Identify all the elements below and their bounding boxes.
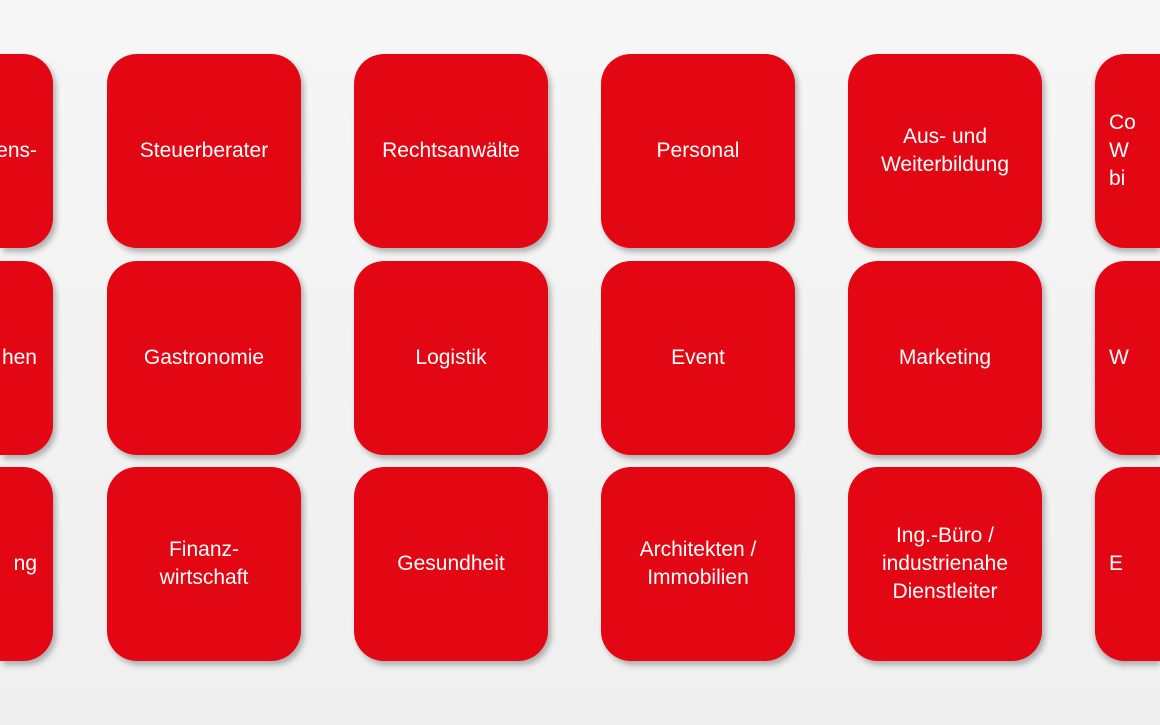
category-tile[interactable]: Steuerberater	[107, 54, 301, 248]
category-tile[interactable]: ens-	[0, 54, 53, 248]
category-label: Logistik	[415, 346, 487, 369]
category-label: E	[1109, 552, 1124, 575]
category-tile[interactable]: hen	[0, 261, 53, 455]
category-tile[interactable]: Ing.-Büro / industrienahe Dienstleiter	[848, 467, 1042, 661]
category-tile[interactable]: Marketing	[848, 261, 1042, 455]
category-label: Finanz- wirtschaft	[159, 538, 249, 589]
category-tile[interactable]: W	[1095, 261, 1160, 455]
category-label: Personal	[656, 139, 740, 162]
category-tile[interactable]: Gastronomie	[107, 261, 301, 455]
category-tile[interactable]: Finanz- wirtschaft	[107, 467, 301, 661]
category-label: ens-	[0, 139, 37, 162]
category-tile[interactable]: Rechtsanwälte	[354, 54, 548, 248]
category-label: Steuerberater	[139, 139, 269, 162]
category-label: W	[1109, 346, 1129, 369]
category-label: Gesundheit	[397, 552, 505, 575]
category-label: Marketing	[898, 346, 992, 369]
category-tile[interactable]: E	[1095, 467, 1160, 661]
category-label: Rechtsanwälte	[382, 139, 520, 162]
category-tile[interactable]: Architekten / Immobilien	[601, 467, 795, 661]
category-label: Co W bi	[1109, 111, 1136, 190]
category-label: Aus- und Weiterbildung	[880, 125, 1010, 176]
category-label: hen	[1, 346, 37, 369]
category-tile[interactable]: ng	[0, 467, 53, 661]
category-tile[interactable]: Aus- und Weiterbildung	[848, 54, 1042, 248]
category-label: Gastronomie	[143, 346, 265, 369]
category-label: Architekten / Immobilien	[639, 538, 757, 589]
category-tile[interactable]: Personal	[601, 54, 795, 248]
category-tile[interactable]: Co W bi	[1095, 54, 1160, 248]
category-tile[interactable]: Logistik	[354, 261, 548, 455]
category-label: Ing.-Büro / industrienahe Dienstleiter	[881, 524, 1009, 603]
category-tile[interactable]: Event	[601, 261, 795, 455]
category-tile[interactable]: Gesundheit	[354, 467, 548, 661]
category-label: ng	[13, 552, 37, 575]
category-label: Event	[671, 346, 725, 369]
